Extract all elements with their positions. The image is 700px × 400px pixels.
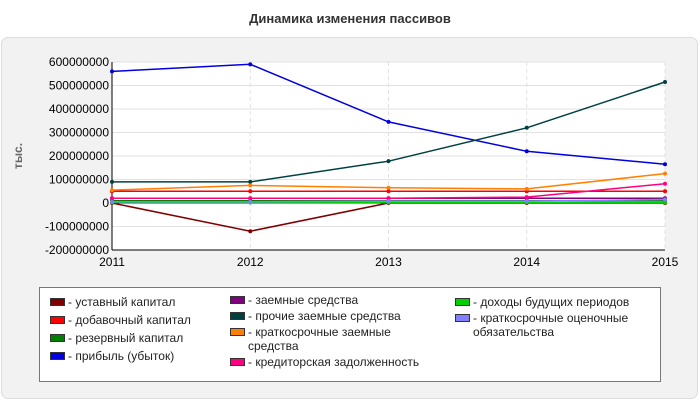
legend-label: - добавочный капитал bbox=[68, 313, 191, 327]
legend-item-otsenochnye: - краткосрочные оценочные обязательства bbox=[455, 311, 640, 339]
series-point-9 bbox=[110, 199, 114, 204]
legend-swatch bbox=[50, 298, 65, 306]
series-point-6 bbox=[524, 186, 529, 191]
series-point-3 bbox=[110, 69, 114, 74]
y-tick-label: 100000000 bbox=[49, 173, 109, 187]
legend-item-kreditorskaya: - кредиторская задолженность bbox=[230, 355, 450, 369]
legend-item-prochie-zaemnye: - прочие заемные средства bbox=[230, 309, 450, 323]
legend-swatch bbox=[50, 352, 65, 360]
series-point-5 bbox=[524, 125, 529, 130]
series-point-6 bbox=[248, 183, 253, 188]
series-point-8 bbox=[663, 200, 667, 205]
legend-item-dobavochnyy-kapital: - добавочный капитал bbox=[50, 313, 220, 327]
series-point-1 bbox=[386, 189, 391, 194]
y-tick-label: -100000000 bbox=[45, 220, 109, 234]
series-point-5 bbox=[110, 179, 114, 184]
legend-label: - прибыль (убыток) bbox=[68, 349, 175, 363]
legend-swatch bbox=[50, 316, 65, 324]
series-point-5 bbox=[663, 79, 667, 84]
series-point-7 bbox=[248, 196, 253, 201]
legend-swatch bbox=[50, 334, 65, 342]
series-point-9 bbox=[524, 199, 529, 204]
x-tick-label: 2011 bbox=[99, 255, 125, 269]
legend-item-pribyl: - прибыль (убыток) bbox=[50, 349, 220, 363]
series-point-6 bbox=[663, 171, 667, 176]
legend-label: - краткосрочные оценочные обязательства bbox=[473, 311, 629, 339]
series-point-7 bbox=[524, 195, 529, 200]
y-tick-label: 500000000 bbox=[49, 79, 109, 93]
legend-label: - уставный капитал bbox=[68, 295, 176, 309]
y-axis-label: тыс. bbox=[11, 143, 25, 169]
legend-swatch bbox=[230, 312, 245, 320]
legend-swatch bbox=[230, 358, 245, 366]
legend-swatch bbox=[455, 314, 470, 322]
series-point-7 bbox=[386, 196, 391, 201]
series-point-7 bbox=[110, 196, 114, 201]
y-tick-label: 0 bbox=[102, 196, 109, 210]
y-tick-label: 400000000 bbox=[49, 102, 109, 116]
y-tick-label: 600000000 bbox=[49, 55, 109, 69]
legend-item-ustavnyy-kapital: - уставный капитал bbox=[50, 295, 220, 309]
y-tick-label: -200000000 bbox=[45, 243, 109, 257]
legend-label: - доходы будущих периодов bbox=[473, 295, 630, 309]
legend-item-kratkosrochnye-zaemnye: - краткосрочные заемные средства bbox=[230, 325, 395, 353]
y-tick-label: 200000000 bbox=[49, 149, 109, 163]
series-point-1 bbox=[663, 189, 667, 194]
legend-label: - резервный капитал bbox=[68, 331, 184, 345]
legend-item-zaemnye-sredstva: - заемные средства bbox=[230, 293, 450, 307]
chart-legend: - уставный капитал - добавочный капитал … bbox=[39, 287, 661, 382]
legend-label: - прочие заемные средства bbox=[248, 309, 401, 323]
legend-item-dokhody-budushchikh: - доходы будущих периодов bbox=[455, 295, 655, 309]
series-point-3 bbox=[663, 162, 667, 167]
legend-item-rezervnyy-kapital: - резервный капитал bbox=[50, 331, 220, 345]
series-point-0 bbox=[248, 229, 253, 234]
legend-label: - краткосрочные заемные средства bbox=[248, 325, 391, 353]
legend-swatch bbox=[455, 298, 470, 306]
series-point-3 bbox=[248, 62, 253, 67]
legend-swatch bbox=[230, 296, 245, 304]
chart-title: Динамика изменения пассивов bbox=[249, 11, 451, 26]
x-tick-label: 2014 bbox=[513, 255, 540, 269]
y-tick-label: 300000000 bbox=[49, 126, 109, 140]
series-point-1 bbox=[248, 189, 253, 194]
series-point-3 bbox=[386, 119, 391, 124]
series-point-3 bbox=[524, 149, 529, 154]
series-point-6 bbox=[386, 185, 391, 190]
legend-swatch bbox=[230, 328, 245, 336]
series-point-7 bbox=[663, 181, 667, 186]
x-tick-label: 2015 bbox=[652, 255, 679, 269]
series-point-5 bbox=[248, 179, 253, 184]
x-tick-label: 2013 bbox=[375, 255, 402, 269]
series-point-6 bbox=[110, 188, 114, 193]
legend-label: - заемные средства bbox=[248, 293, 359, 307]
series-point-9 bbox=[663, 197, 667, 202]
x-tick-label: 2012 bbox=[237, 255, 264, 269]
series-point-5 bbox=[386, 159, 391, 164]
series-point-9 bbox=[248, 199, 253, 204]
legend-label: - кредиторская задолженность bbox=[248, 355, 420, 369]
series-point-9 bbox=[386, 199, 391, 204]
